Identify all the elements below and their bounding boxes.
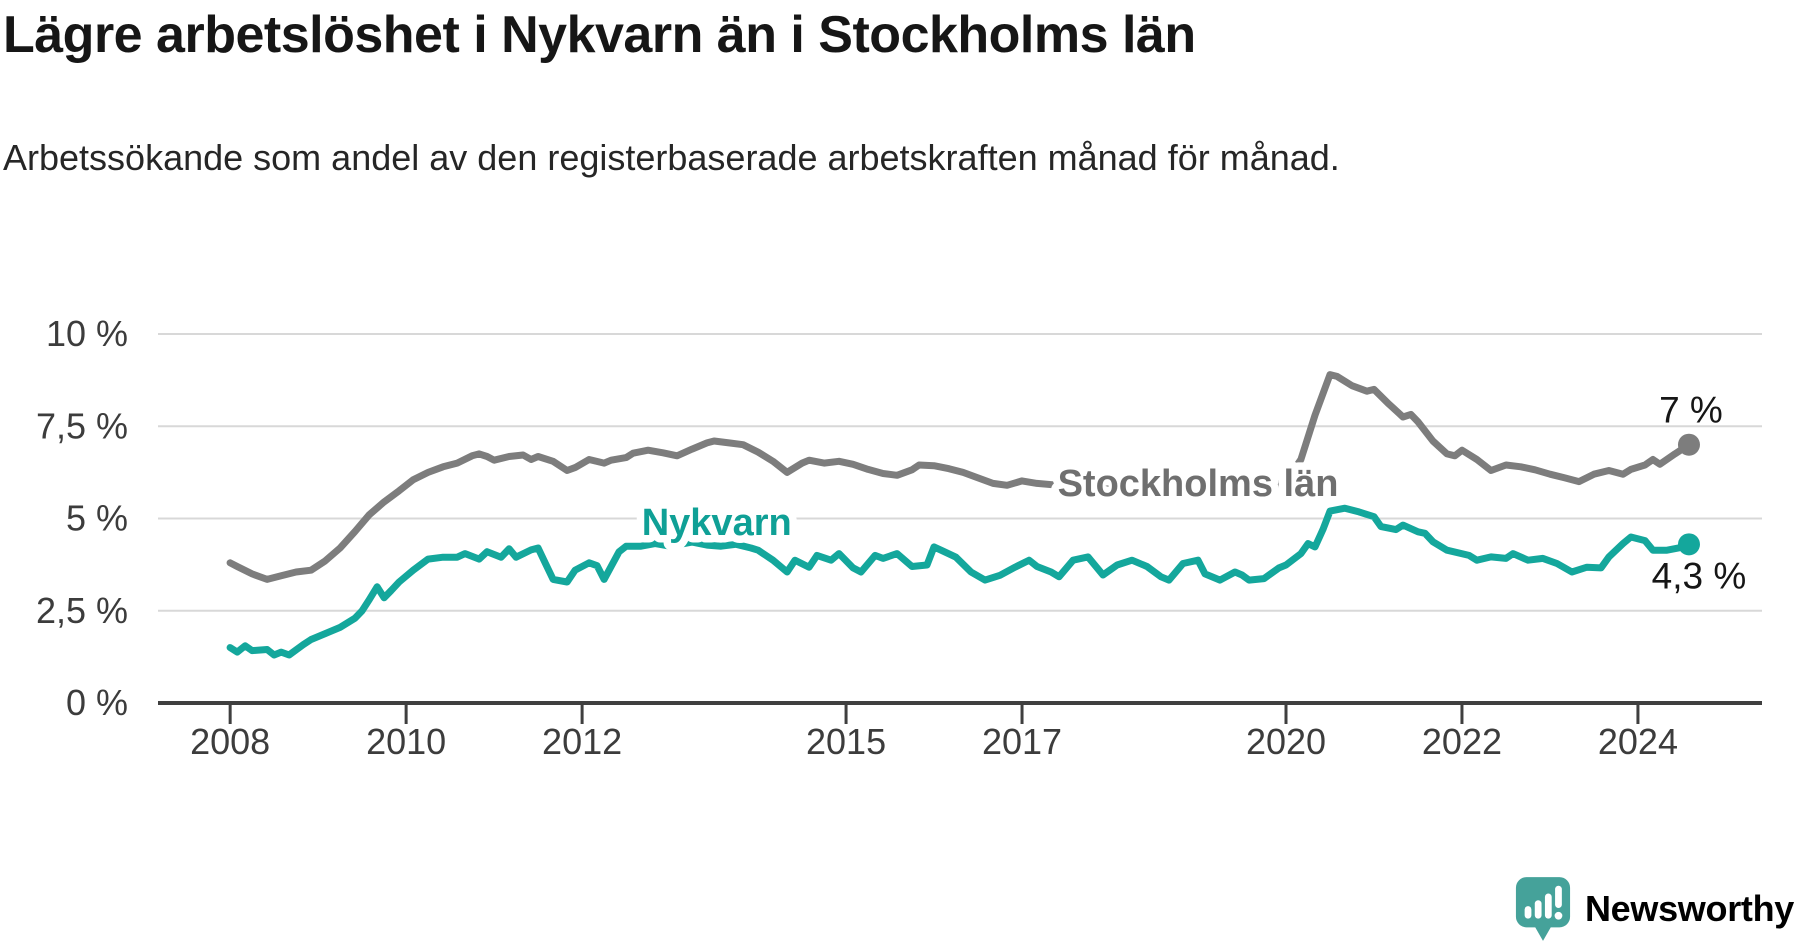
series-line-stockholms-l-n (226, 371, 1693, 583)
x-axis-tick-label: 2017 (982, 721, 1062, 762)
logo-bar-large (1544, 893, 1552, 919)
page-title: Lägre arbetslöshet i Nykvarn än i Stockh… (3, 6, 1196, 64)
series-line-nykvarn (226, 504, 1693, 659)
y-axis-tick-label: 5 % (66, 498, 128, 539)
x-axis-tick-label: 2020 (1246, 721, 1326, 762)
logo-bar-medium (1534, 900, 1542, 919)
y-axis-tick-label: 0 % (66, 682, 128, 723)
y-axis-tick-label: 2,5 % (36, 590, 128, 631)
series-end-value-label: 7 % (1659, 390, 1723, 431)
logo-bar-small (1524, 906, 1532, 919)
series-label-stockholms-l-n: Stockholms län (1058, 463, 1339, 505)
x-axis-tick-label: 2008 (190, 721, 270, 762)
series-end-value-label: 4,3 % (1652, 555, 1747, 596)
newsworthy-logo-icon (1515, 877, 1571, 941)
chart-subtitle: Arbetssökande som andel av den registerb… (3, 137, 1340, 178)
logo-exclamation-bar (1555, 885, 1562, 909)
series-end-dot-stockholms-l-n (1677, 433, 1700, 456)
y-axis-tick-label: 7,5 % (36, 405, 128, 446)
logo-exclamation-dot (1554, 911, 1563, 920)
series-end-dot-nykvarn (1677, 533, 1700, 556)
x-axis-tick-label: 2015 (806, 721, 886, 762)
brand-wordmark: Newsworthy (1584, 888, 1794, 929)
x-axis-tick-label: 2012 (542, 721, 622, 762)
speech-bubble-shape (1515, 877, 1571, 941)
y-axis-tick-label: 10 % (46, 313, 128, 354)
x-axis-tick-label: 2024 (1598, 721, 1678, 762)
x-axis-tick-label: 2010 (366, 721, 446, 762)
x-axis-tick-label: 2022 (1422, 721, 1502, 762)
series-label-nykvarn: Nykvarn (642, 502, 792, 544)
newsworthy-branding: Newsworthy (1514, 876, 1794, 942)
